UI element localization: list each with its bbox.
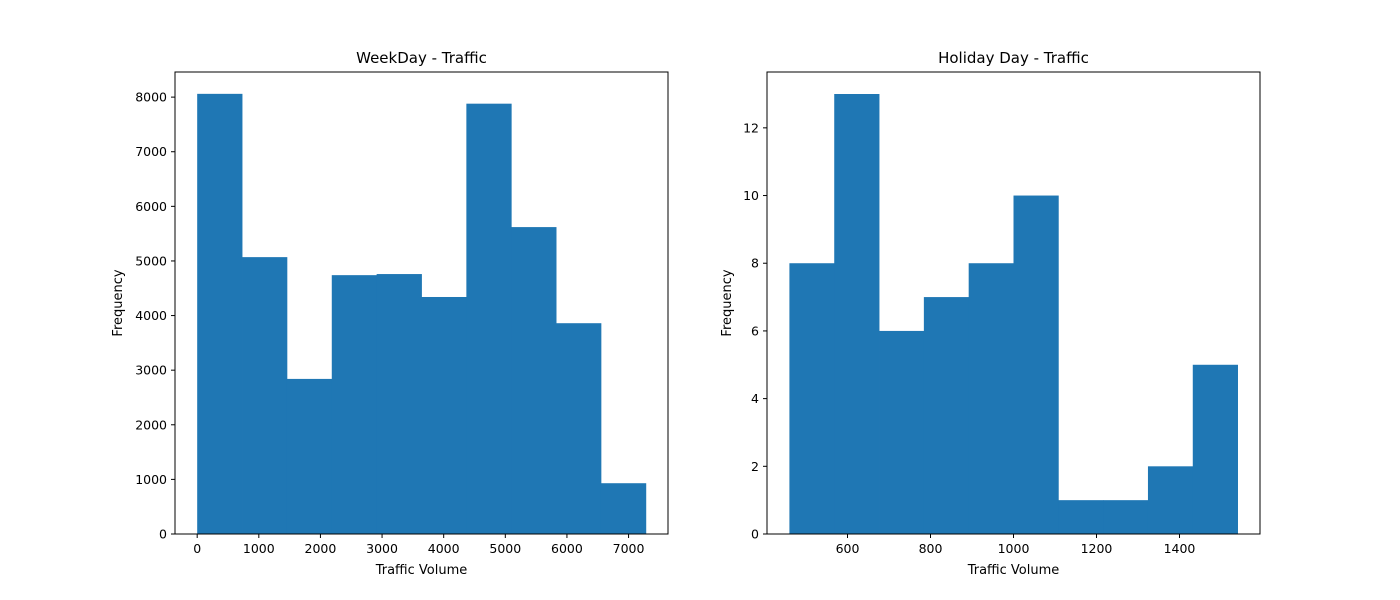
x-tick-label: 3000 — [366, 541, 398, 556]
y-tick-label: 7000 — [135, 144, 167, 159]
x-tick-label: 4000 — [428, 541, 460, 556]
y-tick-label: 0 — [751, 527, 759, 542]
x-axis-label: Traffic Volume — [967, 563, 1060, 578]
chart-title: Holiday Day - Traffic — [938, 49, 1089, 67]
plot-frame — [766, 71, 1261, 535]
x-tick-label: 1200 — [1081, 541, 1113, 556]
histogram-bar — [376, 274, 422, 534]
chart-title: WeekDay - Traffic — [356, 49, 487, 67]
x-tick-label: 800 — [919, 541, 943, 556]
y-tick-label: 1000 — [135, 472, 167, 487]
x-axis-label: Traffic Volume — [375, 563, 468, 578]
histogram-bar — [968, 263, 1014, 534]
histogram-bar — [600, 483, 647, 534]
histogram-bar — [923, 297, 970, 534]
histogram-bar — [421, 296, 467, 534]
y-tick-label: 0 — [159, 527, 167, 542]
x-tick-label: 1400 — [1164, 541, 1196, 556]
histogram-bar — [331, 275, 378, 534]
x-tick-label: 5000 — [489, 541, 521, 556]
y-tick-label: 3000 — [135, 363, 167, 378]
x-axis-ticks: 600 800 1000 1200 1400 — [836, 534, 1196, 556]
x-tick-label: 0 — [193, 541, 201, 556]
histogram-bar — [789, 263, 835, 534]
x-tick-label: 2000 — [305, 541, 337, 556]
y-tick-label: 5000 — [135, 253, 167, 268]
y-tick-label: 10 — [743, 188, 759, 203]
y-tick-label: 12 — [743, 120, 759, 135]
y-tick-label: 8000 — [135, 90, 167, 105]
y-axis-label: Frequency — [111, 269, 126, 336]
y-tick-label: 6 — [751, 323, 759, 338]
histogram-bar — [1058, 500, 1104, 534]
histogram-bar — [197, 93, 243, 535]
x-tick-label: 6000 — [551, 541, 583, 556]
y-axis-label: Frequency — [720, 269, 735, 336]
y-tick-label: 6000 — [135, 199, 167, 214]
histogram-bar — [1147, 466, 1194, 534]
x-tick-label: 7000 — [613, 541, 645, 556]
histogram-bars — [197, 93, 647, 535]
histogram-bar — [1013, 195, 1059, 535]
holiday-traffic-histogram: Holiday Day - Traffic Traffic Volume Fre… — [720, 49, 1261, 578]
histogram-bar — [466, 103, 512, 534]
histogram-bars — [789, 94, 1238, 535]
y-tick-label: 2000 — [135, 417, 167, 432]
histogram-bar — [1192, 364, 1238, 534]
y-tick-label: 2 — [751, 459, 759, 474]
x-axis-ticks: 0 1000 2000 3000 4000 5000 6000 7000 — [193, 534, 645, 556]
histogram-bar — [556, 323, 602, 534]
y-tick-label: 4000 — [135, 308, 167, 323]
x-tick-label: 1000 — [243, 541, 275, 556]
x-tick-label: 1000 — [998, 541, 1030, 556]
y-tick-label: 8 — [751, 256, 759, 271]
histogram-bar — [834, 94, 880, 534]
plot-frame — [174, 71, 669, 535]
histogram-bar — [879, 330, 925, 534]
x-tick-label: 600 — [836, 541, 860, 556]
weekday-traffic-histogram: WeekDay - Traffic Traffic Volume Frequen… — [111, 49, 669, 578]
histogram-bar — [242, 257, 288, 534]
y-axis-ticks: 0 1000 2000 3000 4000 5000 6000 7000 8000 — [135, 90, 175, 542]
y-tick-label: 4 — [751, 391, 759, 406]
histogram-bar — [511, 227, 557, 534]
y-axis-ticks: 0 2 4 6 8 10 12 — [743, 120, 767, 542]
histogram-bar — [286, 378, 333, 534]
histogram-bar — [1103, 500, 1149, 534]
